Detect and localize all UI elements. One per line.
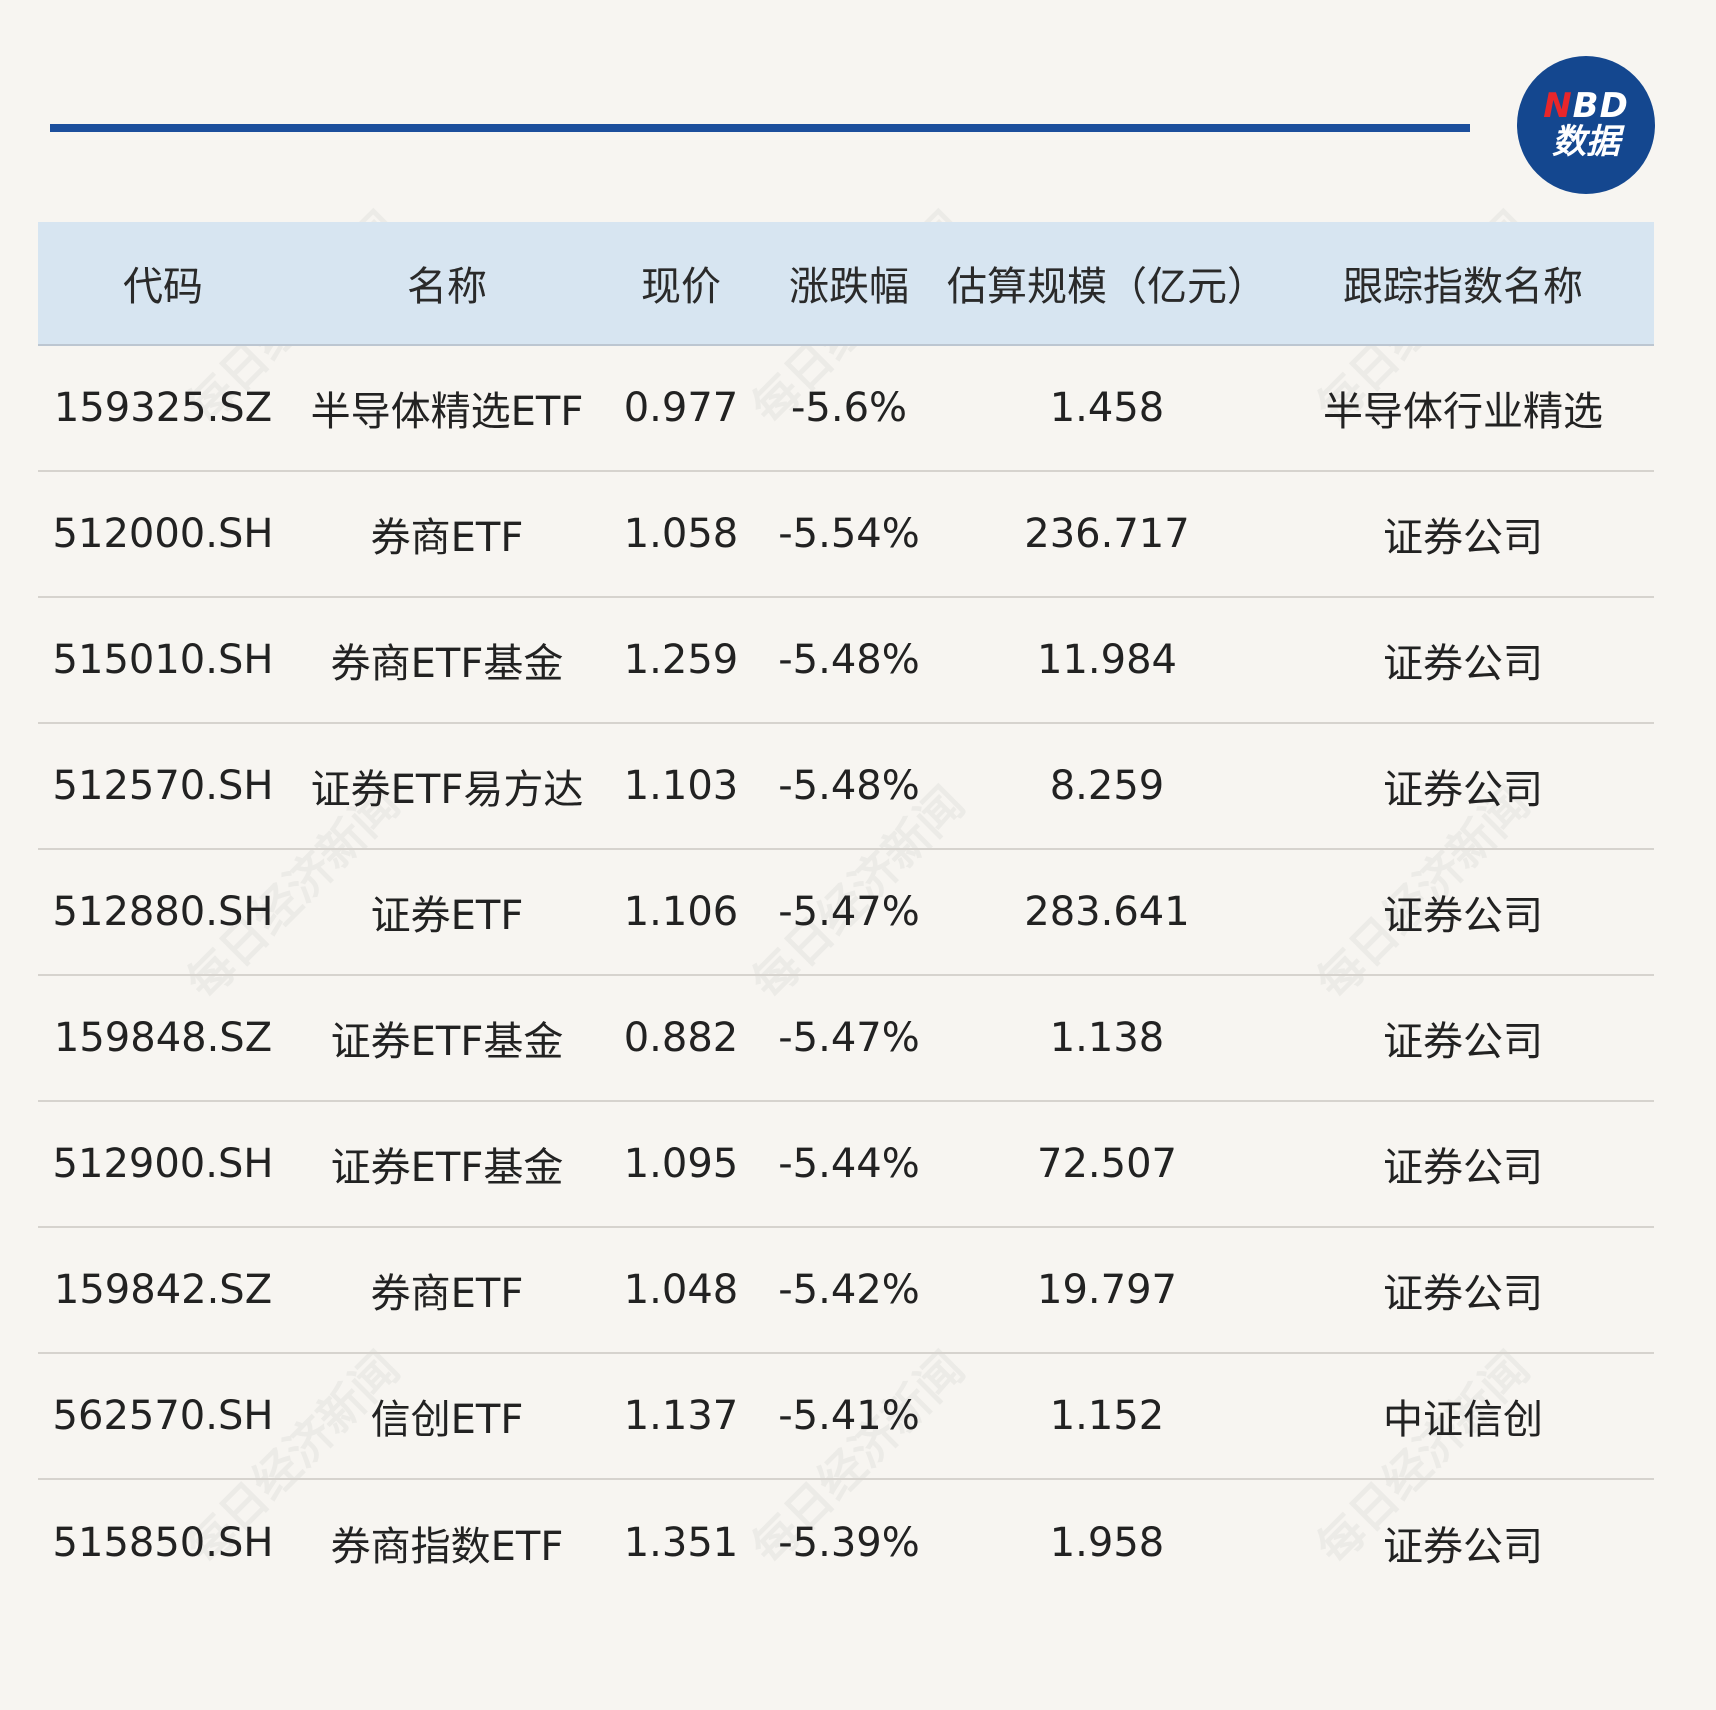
cell-price: 1.137 [623, 1393, 739, 1439]
cell-name: 证券ETF基金 [330, 1019, 564, 1065]
cell-price: 1.048 [623, 1267, 739, 1313]
header-index: 跟踪指数名称 [1343, 264, 1583, 310]
cell-change: -5.44% [778, 1141, 920, 1187]
cell-name: 券商ETF [370, 1271, 524, 1317]
nbd-logo: NBD 数据 [1517, 56, 1655, 194]
header-price: 现价 [641, 264, 721, 310]
table-row: 512900.SH 证券ETF基金 1.095 -5.44% 72.507 证券… [38, 1102, 1654, 1228]
cell-code: 562570.SH [52, 1393, 274, 1439]
header-scale: 估算规模（亿元） [947, 264, 1267, 310]
table-row: 562570.SH 信创ETF 1.137 -5.41% 1.152 中证信创 [38, 1354, 1654, 1480]
header-name: 名称 [407, 264, 487, 310]
table-row: 512880.SH 证券ETF 1.106 -5.47% 283.641 证券公… [38, 850, 1654, 976]
cell-name: 券商ETF [370, 515, 524, 561]
cell-name: 证券ETF易方达 [310, 767, 584, 813]
cell-name: 信创ETF [370, 1397, 524, 1443]
cell-scale: 19.797 [1037, 1267, 1177, 1313]
cell-name: 券商ETF基金 [330, 641, 564, 687]
header-change: 涨跌幅 [789, 264, 909, 310]
cell-index: 证券公司 [1383, 1145, 1543, 1191]
cell-price: 1.058 [623, 511, 739, 557]
cell-change: -5.47% [778, 1015, 920, 1061]
cell-code: 159325.SZ [53, 385, 273, 431]
etf-table: 代码 名称 现价 涨跌幅 估算规模（亿元） 跟踪指数名称 159325.SZ 半… [38, 222, 1654, 1606]
cell-change: -5.48% [778, 763, 920, 809]
cell-code: 512880.SH [52, 889, 274, 935]
table-row: 512570.SH 证券ETF易方达 1.103 -5.48% 8.259 证券… [38, 724, 1654, 850]
cell-code: 512900.SH [52, 1141, 274, 1187]
cell-code: 515010.SH [52, 637, 274, 683]
top-rule [50, 124, 1470, 132]
cell-change: -5.42% [778, 1267, 920, 1313]
table-row: 512000.SH 券商ETF 1.058 -5.54% 236.717 证券公… [38, 472, 1654, 598]
table-row: 515850.SH 券商指数ETF 1.351 -5.39% 1.958 证券公… [38, 1480, 1654, 1606]
cell-index: 证券公司 [1383, 1019, 1543, 1065]
cell-code: 515850.SH [52, 1520, 274, 1566]
cell-index: 证券公司 [1383, 515, 1543, 561]
logo-line-2: 数据 [1552, 122, 1620, 162]
cell-change: -5.54% [778, 511, 920, 557]
cell-scale: 1.958 [1049, 1520, 1165, 1566]
header-code: 代码 [123, 264, 203, 310]
cell-index: 证券公司 [1383, 767, 1543, 813]
cell-code: 159848.SZ [53, 1015, 273, 1061]
cell-index: 中证信创 [1383, 1397, 1543, 1443]
cell-scale: 1.152 [1049, 1393, 1165, 1439]
cell-change: -5.6% [790, 385, 908, 431]
table-header: 代码 名称 现价 涨跌幅 估算规模（亿元） 跟踪指数名称 [38, 222, 1654, 346]
cell-price: 1.106 [623, 889, 739, 935]
cell-scale: 1.138 [1049, 1015, 1165, 1061]
cell-price: 1.095 [623, 1141, 739, 1187]
cell-index: 证券公司 [1383, 1524, 1543, 1570]
table-row: 159842.SZ 券商ETF 1.048 -5.42% 19.797 证券公司 [38, 1228, 1654, 1354]
cell-name: 券商指数ETF [330, 1524, 564, 1570]
table-row: 515010.SH 券商ETF基金 1.259 -5.48% 11.984 证券… [38, 598, 1654, 724]
cell-index: 证券公司 [1383, 1271, 1543, 1317]
cell-code: 512000.SH [52, 511, 274, 557]
cell-change: -5.39% [778, 1520, 920, 1566]
table-row: 159848.SZ 证券ETF基金 0.882 -5.47% 1.138 证券公… [38, 976, 1654, 1102]
cell-change: -5.48% [778, 637, 920, 683]
cell-index: 证券公司 [1383, 641, 1543, 687]
cell-scale: 8.259 [1049, 763, 1165, 809]
cell-scale: 283.641 [1024, 889, 1190, 935]
cell-name: 证券ETF [370, 893, 524, 939]
cell-price: 1.351 [623, 1520, 739, 1566]
cell-scale: 72.507 [1037, 1141, 1177, 1187]
cell-price: 1.103 [623, 763, 739, 809]
cell-code: 512570.SH [52, 763, 274, 809]
cell-scale: 1.458 [1049, 385, 1165, 431]
cell-index: 证券公司 [1383, 893, 1543, 939]
cell-name: 半导体精选ETF [310, 389, 584, 435]
cell-price: 0.882 [623, 1015, 739, 1061]
table-row: 159325.SZ 半导体精选ETF 0.977 -5.6% 1.458 半导体… [38, 346, 1654, 472]
cell-name: 证券ETF基金 [330, 1145, 564, 1191]
cell-scale: 236.717 [1024, 511, 1190, 557]
cell-price: 1.259 [623, 637, 739, 683]
logo-line-1: NBD [1543, 86, 1629, 127]
cell-scale: 11.984 [1037, 637, 1177, 683]
cell-change: -5.41% [778, 1393, 920, 1439]
cell-index: 半导体行业精选 [1323, 389, 1603, 435]
cell-price: 0.977 [623, 385, 739, 431]
cell-code: 159842.SZ [53, 1267, 273, 1313]
cell-change: -5.47% [778, 889, 920, 935]
